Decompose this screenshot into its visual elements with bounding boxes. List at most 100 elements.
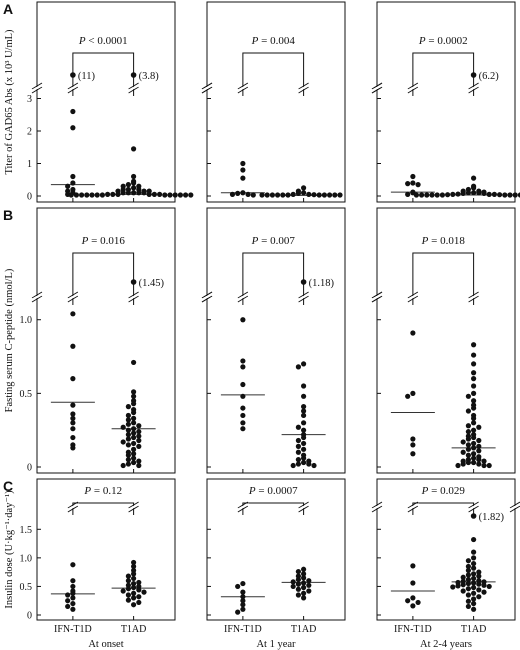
outlier-label: (3.8) [139,71,160,82]
bracket-break-mark [406,291,420,303]
data-point [465,459,471,466]
data-point [465,580,471,587]
data-point [290,462,296,469]
data-point [240,167,246,173]
data-point [476,457,482,463]
data-point [120,424,126,430]
data-point [306,588,312,594]
data-point [235,190,241,196]
p-symbol: P [421,485,429,497]
data-point [460,190,466,196]
panel-letter: C [3,478,13,494]
break-slash [407,82,419,90]
subplot-frame [36,1,176,203]
data-point [125,442,131,448]
bracket-break-mark [236,82,250,94]
data-point [471,600,477,607]
data-point [70,376,76,382]
data-point [125,586,131,592]
data-point [99,192,105,198]
y-tick-label: 0 [27,611,32,622]
data-point [405,191,411,197]
data-point [471,361,477,367]
data-point [136,599,142,606]
break-slash [67,501,79,509]
data-point [419,192,425,198]
break-gap [200,84,214,92]
data-point [70,590,76,596]
data-point [290,579,296,585]
data-point [337,192,343,198]
data-point [125,421,131,427]
y-tick-label: 0.5 [20,582,33,593]
subplot: IFN-T1D T1AD At 1 year [206,478,346,650]
break-slash [67,82,79,90]
break-slash [237,505,249,513]
break-slash [128,505,139,513]
data-point [316,192,322,198]
data-point [70,583,76,590]
p-value-text: = 0.018 [428,235,465,247]
data-point [301,427,307,433]
break-slash [298,82,309,90]
p-value-label: P = 0.004 [251,35,296,47]
data-point [481,190,487,196]
data-point [136,594,142,600]
data-point [471,560,477,567]
data-point [65,183,71,189]
data-point [410,180,416,186]
data-point [120,439,126,445]
break-slash [371,86,383,94]
data-point [415,599,421,606]
data-point [131,415,137,421]
break-gap [370,293,384,301]
break-slash [371,291,383,299]
data-point [141,190,147,196]
significance-bracket [412,52,475,96]
data-point [306,461,312,467]
data-point [471,420,477,426]
significance-bracket [412,252,475,305]
data-point [73,192,79,198]
data-point [465,598,471,604]
data-point [70,173,76,180]
data-point [301,361,307,367]
data-point [471,352,477,358]
subplot-frame [36,207,176,474]
data-point [465,442,471,448]
subplot: 0 0.5 1.0 (1.45) [20,207,176,474]
data-point [240,598,246,604]
significance-bracket [242,252,305,305]
data-point [471,342,477,348]
break-slash [298,291,309,299]
data-point [240,364,246,370]
subplot-frame [206,1,346,203]
data-point [136,429,142,435]
bracket-break-mark [236,291,250,303]
bracket-break-mark [467,82,481,94]
data-point [471,405,477,411]
data-point [70,600,76,607]
outlier-point [130,279,137,285]
data-point [301,595,307,601]
data-point [125,592,131,598]
axis-break-mark [370,291,384,303]
data-point [471,383,477,389]
data-point [471,596,477,602]
bracket-break-mark [236,501,250,513]
data-point [136,190,142,196]
bracket-break-mark [297,501,311,513]
data-point [240,381,246,388]
data-point [471,445,477,451]
break-gap [406,293,420,301]
x-timepoint-label: At onset [88,639,123,650]
data-point [125,578,131,584]
p-symbol: P [81,235,89,247]
data-point [120,462,126,469]
data-point [491,191,497,197]
bracket-break-mark [406,501,420,513]
data-point [471,190,477,196]
data-point [131,420,137,426]
break-slash [128,295,139,303]
data-point [460,461,466,467]
